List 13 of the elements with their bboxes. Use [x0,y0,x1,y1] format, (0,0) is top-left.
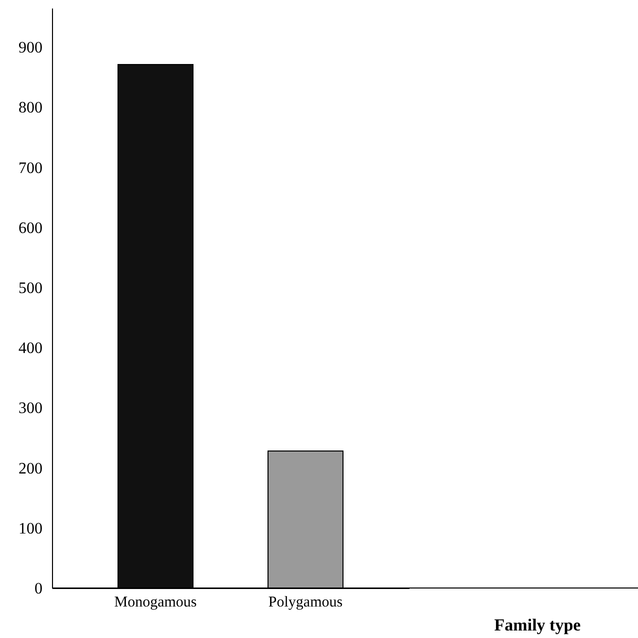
x-axis-title: Family type [494,616,582,634]
x-tick-label: Monogamous [114,594,197,610]
y-tick-label: 800 [18,100,42,117]
y-tick-label: 400 [18,340,42,358]
y-tick-label: 0 [34,580,42,598]
y-tick-label: 500 [18,280,42,297]
y-tick-label: 900 [18,40,42,57]
x-tick-label: Polygamous [268,594,343,610]
y-tick-label: 300 [18,400,42,418]
y-tick-label: 100 [18,520,42,538]
y-tick-label: 200 [18,460,42,478]
y-tick-label: 600 [18,220,42,237]
y-tick-label: 700 [18,160,42,177]
